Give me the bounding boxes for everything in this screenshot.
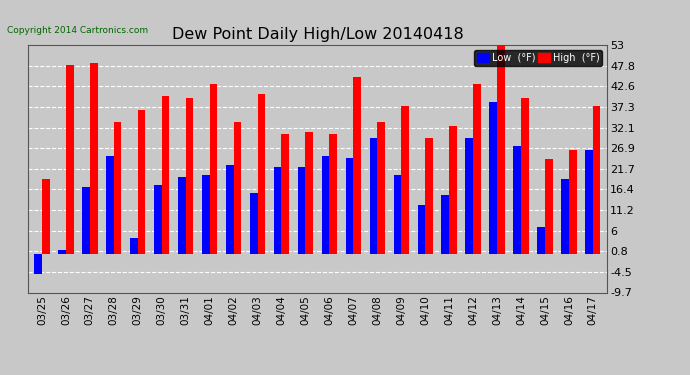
Bar <box>585 150 593 254</box>
Bar <box>250 193 257 254</box>
Bar <box>298 167 306 254</box>
Bar <box>58 250 66 254</box>
Bar <box>226 165 234 254</box>
Bar <box>442 195 449 254</box>
Bar <box>34 254 42 274</box>
Bar <box>401 106 409 254</box>
Bar <box>489 102 497 254</box>
Bar <box>274 167 282 254</box>
Bar <box>202 175 210 254</box>
Bar <box>210 84 217 254</box>
Bar <box>593 106 600 254</box>
Bar <box>538 226 545 254</box>
Bar <box>186 98 193 254</box>
Bar <box>42 179 50 254</box>
Bar <box>130 238 138 254</box>
Bar <box>513 146 521 254</box>
Bar <box>425 138 433 254</box>
Bar <box>561 179 569 254</box>
Bar <box>497 41 504 254</box>
Bar <box>417 205 425 254</box>
Bar <box>353 76 361 254</box>
Bar <box>322 156 329 254</box>
Bar <box>545 159 553 254</box>
Bar <box>329 134 337 254</box>
Bar <box>161 96 169 254</box>
Bar <box>306 132 313 254</box>
Bar <box>521 98 529 254</box>
Bar <box>377 122 385 254</box>
Bar <box>154 185 161 254</box>
Legend: Low  (°F), High  (°F): Low (°F), High (°F) <box>474 50 602 66</box>
Bar <box>82 187 90 254</box>
Bar <box>370 138 377 254</box>
Bar <box>466 138 473 254</box>
Bar <box>90 63 97 254</box>
Bar <box>106 156 114 254</box>
Bar <box>178 177 186 254</box>
Text: Copyright 2014 Cartronics.com: Copyright 2014 Cartronics.com <box>7 26 148 35</box>
Bar <box>257 94 265 254</box>
Bar <box>114 122 121 254</box>
Bar <box>138 110 146 254</box>
Bar <box>346 158 353 254</box>
Title: Dew Point Daily High/Low 20140418: Dew Point Daily High/Low 20140418 <box>172 27 463 42</box>
Bar <box>569 150 577 254</box>
Bar <box>66 65 74 254</box>
Bar <box>234 122 242 254</box>
Bar <box>473 84 481 254</box>
Bar <box>449 126 457 254</box>
Bar <box>393 175 401 254</box>
Bar <box>282 134 289 254</box>
